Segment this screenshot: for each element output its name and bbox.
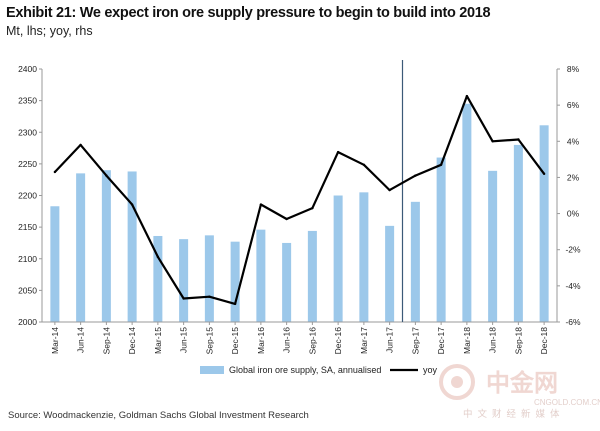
y-left-tick-label: 2350 xyxy=(18,96,37,106)
yoy-point xyxy=(105,174,108,177)
bar xyxy=(410,201,420,322)
chart-title: Exhibit 21: We expect iron ore supply pr… xyxy=(6,5,491,21)
y-right-tick-label: 2% xyxy=(567,172,580,182)
yoy-point xyxy=(130,203,134,206)
source-note: Source: Woodmackenzie, Goldman Sachs Glo… xyxy=(8,410,309,421)
bar xyxy=(153,235,163,322)
bars-layer xyxy=(50,103,549,322)
yoy-line xyxy=(54,94,545,305)
y-left-tick-label: 2250 xyxy=(18,159,37,169)
y-right-tick-label: 6% xyxy=(567,100,580,110)
y-left-tick-label: 2050 xyxy=(18,285,37,295)
bar xyxy=(539,125,549,322)
y-left-tick-label: 2000 xyxy=(18,317,37,327)
y-right-tick-label: -4% xyxy=(565,281,581,291)
bar xyxy=(282,242,292,322)
legend-swatch-bar xyxy=(200,366,224,374)
bar xyxy=(385,225,395,322)
y-left-tick-label: 2400 xyxy=(18,64,37,74)
y-right-tick-label: -2% xyxy=(565,245,581,255)
x-tick-label: Mar-14 xyxy=(50,327,60,354)
x-tick-label: Jun-18 xyxy=(488,327,498,353)
legend: Global iron ore supply, SA, annualised yo… xyxy=(200,365,438,375)
y-right-tick-label: 0% xyxy=(567,209,580,219)
x-tick-label: Mar-17 xyxy=(359,327,369,354)
x-tick-label: Jun-14 xyxy=(76,327,86,353)
y-left-tick-label: 2300 xyxy=(18,127,37,137)
watermark-logo: 中金网 CNGOLD.COM.CN 中文财经新媒体 xyxy=(439,364,600,420)
legend-label-yoy: yoy xyxy=(423,365,438,375)
y-right-tick-label: -6% xyxy=(565,317,581,327)
bar xyxy=(230,241,240,322)
yoy-point xyxy=(208,295,211,298)
bar xyxy=(359,192,369,322)
bar xyxy=(307,230,317,322)
yoy-point xyxy=(414,174,417,177)
yoy-point xyxy=(336,150,340,154)
x-tick-label: Sep-18 xyxy=(513,327,523,355)
x-tick-label: Jun-16 xyxy=(282,327,292,353)
x-tick-label: Mar-15 xyxy=(153,327,163,354)
yoy-point xyxy=(79,143,82,147)
yoy-point xyxy=(156,255,160,259)
x-tick-label: Jun-15 xyxy=(179,327,189,353)
bar xyxy=(179,239,189,322)
chart-subtitle: Mt, lhs; yoy, rhs xyxy=(6,24,93,38)
bar xyxy=(488,170,498,322)
yoy-point xyxy=(491,140,494,143)
y-left-tick-label: 2150 xyxy=(18,222,37,232)
yoy-point xyxy=(388,188,391,192)
x-tick-label: Sep-15 xyxy=(204,327,214,355)
yoy-point xyxy=(53,170,57,174)
y-left-tick-label: 2100 xyxy=(18,254,37,264)
legend-label-supply: Global iron ore supply, SA, annualised xyxy=(229,365,381,375)
x-tick-label: Sep-16 xyxy=(307,327,317,355)
x-tick-label: Sep-14 xyxy=(101,327,111,355)
x-tick-label: Dec-14 xyxy=(127,327,137,355)
x-tick-label: Mar-16 xyxy=(256,327,266,354)
line-layer xyxy=(53,94,546,306)
yoy-point xyxy=(311,206,314,210)
x-tick-label: Sep-17 xyxy=(410,327,420,355)
bar xyxy=(333,195,343,322)
x-tick-label: Dec-17 xyxy=(436,327,446,355)
watermark-main: 中金网 xyxy=(486,369,558,397)
bar xyxy=(50,206,60,322)
bar xyxy=(513,144,523,322)
x-tick-label: Mar-18 xyxy=(462,327,472,354)
yoy-point xyxy=(439,163,443,166)
y-right-tick-label: 8% xyxy=(567,64,580,74)
labels-layer: 2000 2050 2100 2150 2200 2250 2300 2350 2400 -6% -… xyxy=(18,64,581,354)
yoy-point xyxy=(182,297,185,300)
bar xyxy=(436,157,446,322)
y-left-tick-label: 2200 xyxy=(18,191,37,201)
x-tick-label: Dec-16 xyxy=(333,327,343,355)
x-tick-label: Jun-17 xyxy=(385,327,395,353)
yoy-point xyxy=(233,302,237,306)
axes-layer xyxy=(39,60,560,325)
yoy-point xyxy=(542,172,546,176)
x-tick-label: Dec-15 xyxy=(230,327,240,355)
bar xyxy=(127,171,137,322)
bar xyxy=(204,235,214,322)
watermark-url: CNGOLD.COM.CN xyxy=(534,398,600,407)
yoy-point xyxy=(285,217,288,221)
x-tick-label: Dec-18 xyxy=(539,327,549,355)
y-right-tick-label: 4% xyxy=(567,136,580,146)
yoy-point xyxy=(465,94,469,98)
bar xyxy=(256,229,266,322)
bar xyxy=(101,170,111,322)
yoy-point xyxy=(259,203,263,206)
yoy-point xyxy=(517,138,520,141)
bar xyxy=(76,173,86,322)
yoy-point xyxy=(362,163,366,166)
watermark-sub: 中文财经新媒体 xyxy=(463,408,565,420)
bar xyxy=(462,103,472,322)
